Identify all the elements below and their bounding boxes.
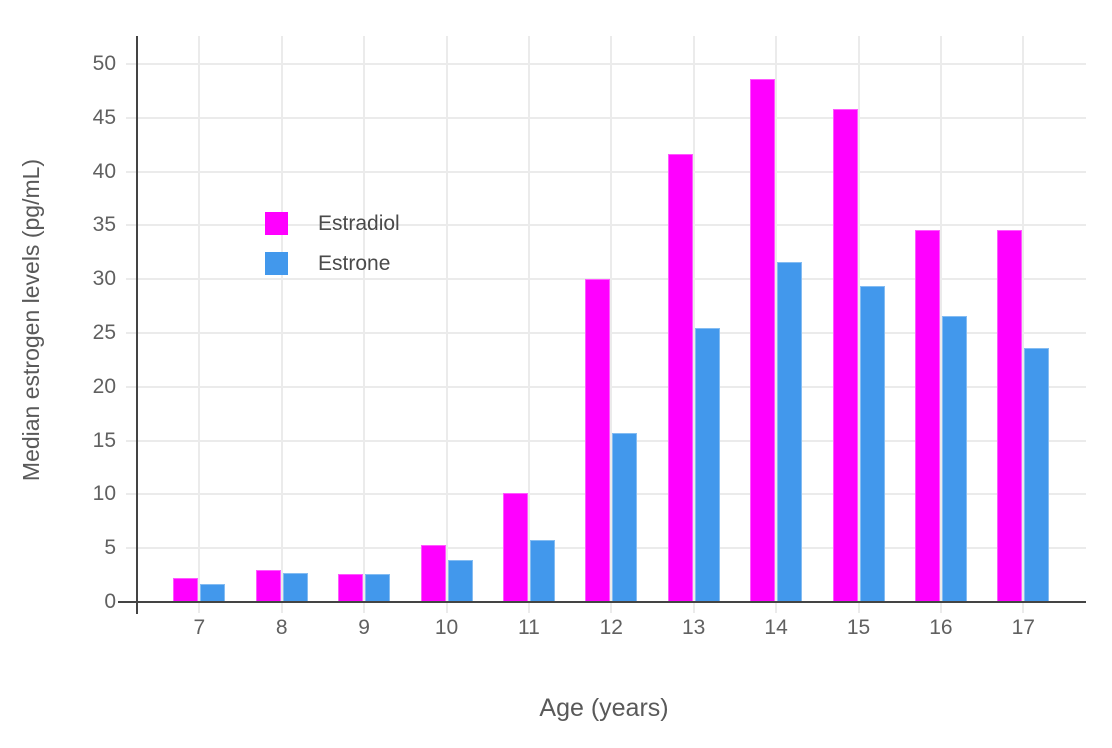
x-tick-label: 17 — [1011, 616, 1035, 639]
x-tick-label: 15 — [846, 616, 871, 639]
x-gridline — [610, 36, 613, 601]
legend-label-estrone: Estrone — [318, 251, 391, 275]
bar-estradiol-age-9[interactable] — [338, 574, 364, 602]
y-tick-label: 15 — [92, 428, 116, 452]
x-axis-line — [118, 601, 1086, 603]
x-gridline — [198, 36, 201, 601]
x-gridline — [692, 36, 695, 601]
bar-estrone-age-11[interactable] — [529, 539, 555, 602]
x-tick — [445, 603, 448, 613]
x-tick — [610, 603, 613, 613]
bar-estrone-age-12[interactable] — [612, 433, 638, 602]
x-tick — [692, 603, 695, 613]
x-tick-label: 8 — [275, 616, 288, 639]
y-tick — [126, 170, 136, 173]
bar-estrone-age-9[interactable] — [365, 574, 391, 602]
bar-estrone-age-16[interactable] — [941, 315, 967, 602]
x-tick-label: 9 — [358, 616, 370, 639]
y-tick-label: 20 — [92, 374, 116, 398]
y-tick-label: 45 — [92, 105, 116, 129]
bar-estradiol-age-10[interactable] — [420, 544, 446, 602]
x-tick — [527, 603, 530, 613]
x-gridline — [939, 36, 942, 601]
bar-estrone-age-14[interactable] — [777, 261, 803, 602]
estrone-legend-swatch — [265, 252, 288, 275]
x-gridline — [363, 36, 366, 601]
y-tick — [126, 439, 136, 442]
legend-label-estradiol: Estradiol — [318, 211, 400, 235]
y-tick-label: 5 — [104, 536, 116, 560]
x-tick — [857, 603, 860, 613]
bar-estradiol-age-12[interactable] — [585, 279, 611, 602]
y-tick — [126, 278, 136, 281]
x-gridline — [527, 36, 530, 601]
y-axis-title: Median estrogen levels (pg/mL) — [18, 158, 44, 482]
y-tick-label: 25 — [92, 321, 116, 344]
x-gridline — [445, 36, 448, 601]
y-tick-label: 40 — [92, 159, 116, 183]
bar-estrone-age-10[interactable] — [447, 560, 473, 602]
x-tick-label: 10 — [434, 616, 459, 639]
x-gridline — [1022, 36, 1025, 601]
bar-estrone-age-15[interactable] — [859, 285, 885, 602]
estradiol-legend-swatch — [265, 212, 288, 235]
y-tick — [126, 332, 136, 334]
bar-estradiol-age-7[interactable] — [173, 578, 199, 602]
y-tick — [126, 547, 136, 550]
bar-estradiol-age-16[interactable] — [914, 229, 940, 602]
bar-estrone-age-8[interactable] — [282, 572, 308, 602]
bar-estrone-age-17[interactable] — [1024, 348, 1050, 602]
x-tick — [363, 603, 366, 613]
bar-estradiol-age-8[interactable] — [255, 569, 281, 602]
bar-estradiol-age-11[interactable] — [502, 493, 528, 602]
x-tick-label: 12 — [599, 616, 623, 639]
bar-estradiol-age-17[interactable] — [997, 229, 1023, 602]
x-tick — [280, 603, 283, 613]
y-axis-line — [136, 36, 138, 614]
y-tick-label: 50 — [92, 52, 116, 75]
x-axis-title: Age (years) — [539, 694, 669, 722]
x-tick — [198, 603, 201, 613]
x-gridline — [280, 36, 283, 601]
legend-item-estrone[interactable]: Estrone — [265, 252, 400, 275]
x-tick-label: 16 — [929, 616, 953, 639]
x-tick-label: 14 — [764, 616, 788, 639]
legend: Estradiol Estrone — [265, 212, 400, 292]
bar-estradiol-age-14[interactable] — [750, 79, 776, 602]
x-gridline — [775, 36, 778, 601]
y-tick — [126, 63, 136, 65]
x-tick — [939, 603, 942, 613]
y-tick-label: 30 — [92, 267, 116, 291]
x-gridline — [857, 36, 860, 601]
y-tick-label: 10 — [92, 482, 116, 506]
y-tick — [126, 224, 136, 227]
y-tick — [126, 116, 136, 119]
x-tick — [775, 603, 778, 613]
x-tick-label: 11 — [517, 616, 540, 639]
legend-item-estradiol[interactable]: Estradiol — [265, 212, 400, 235]
y-tick — [126, 493, 136, 496]
x-tick-label: 13 — [682, 616, 706, 639]
bar-estrone-age-7[interactable] — [200, 583, 226, 602]
bar-estradiol-age-15[interactable] — [832, 109, 858, 602]
x-tick-label: 7 — [193, 616, 206, 639]
y-tick — [126, 385, 136, 388]
y-tick-label: 35 — [92, 213, 116, 237]
y-tick-label: 0 — [104, 590, 116, 613]
bar-estradiol-age-13[interactable] — [667, 154, 693, 602]
x-tick — [1022, 603, 1025, 613]
bar-estrone-age-13[interactable] — [694, 327, 720, 602]
